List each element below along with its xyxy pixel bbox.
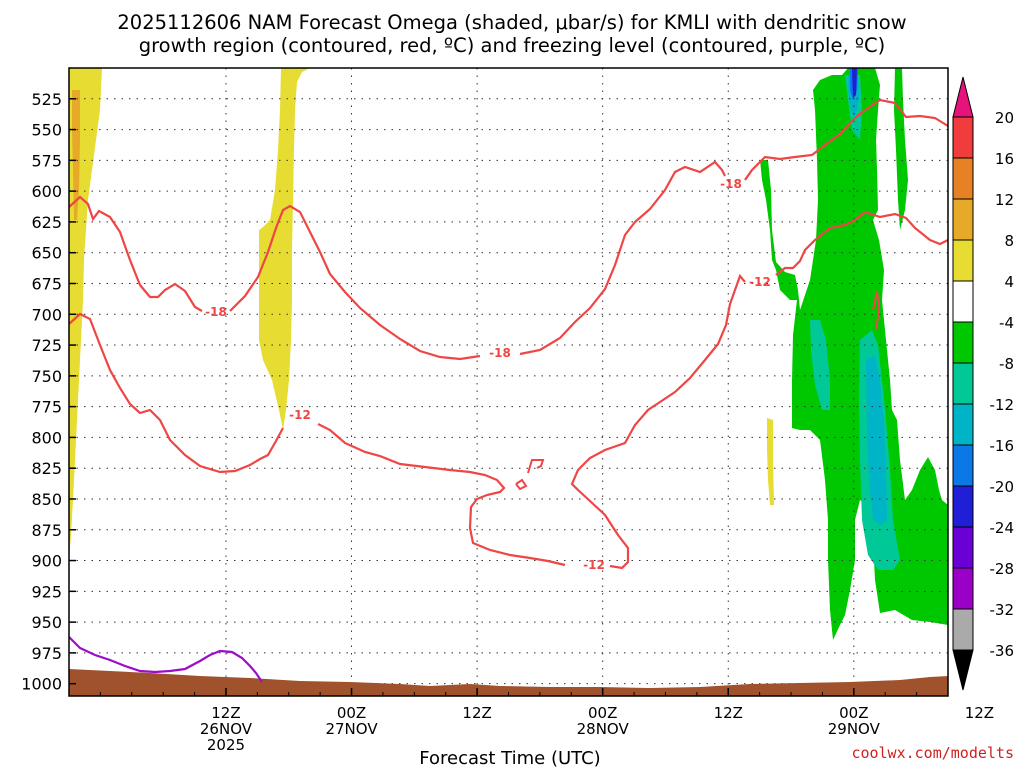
- dgz-contour-minus12-right: [775, 210, 948, 276]
- omega-negative-area-12: [866, 355, 887, 525]
- colorbar-swatch: [952, 239, 974, 282]
- y-tick-label: 750: [31, 367, 62, 386]
- y-tick-label: 775: [31, 398, 62, 417]
- x-tick-label: 29NOV: [828, 720, 881, 738]
- colorbar-label: -12: [990, 396, 1015, 414]
- colorbar-label: -36: [990, 642, 1015, 660]
- x-tick-label: 00Z: [588, 704, 617, 722]
- colorbar: -36 -32 -28 -24 -20 -16 -12 -8 -4 4 8 12 16 20: [952, 76, 1015, 691]
- colorbar-label: -8: [999, 355, 1014, 373]
- omega-positive-area-left-strong: [72, 90, 80, 220]
- dgz-contour-minus18-right: [744, 98, 948, 181]
- y-tick-label: 875: [31, 521, 62, 540]
- colorbar-label: 16: [995, 150, 1014, 168]
- y-tick-label: 925: [31, 582, 62, 601]
- y-tick-label: 825: [31, 459, 62, 478]
- colorbar-label: 8: [1004, 232, 1014, 250]
- y-tick-label: 900: [31, 552, 62, 571]
- colorbar-swatch: [952, 444, 974, 487]
- contour-label-minus12-c: -12: [749, 275, 771, 289]
- colorbar-label: 4: [1004, 273, 1014, 291]
- colorbar-swatch: [952, 526, 974, 569]
- colorbar-label: -32: [990, 601, 1015, 619]
- y-tick-label: 1000: [21, 675, 62, 694]
- freezing-level-contour: [69, 636, 263, 683]
- y-tick-label: 625: [31, 213, 62, 232]
- colorbar-swatch: [952, 198, 974, 241]
- x-tick-label: 26NOV: [200, 720, 253, 738]
- colorbar-label: -16: [990, 437, 1015, 455]
- colorbar-label: -24: [990, 519, 1015, 537]
- dgz-contour-minus18-main-2: [519, 160, 726, 356]
- contour-label-minus18-c: -18: [720, 177, 742, 191]
- contour-label-minus18-b: -18: [489, 346, 511, 360]
- y-tick-label: 575: [31, 151, 62, 170]
- colorbar-label: -4: [999, 314, 1014, 332]
- colorbar-max-arrow: [952, 76, 974, 118]
- omega-negative-area-8: [810, 320, 830, 410]
- x-tick-label: 27NOV: [325, 720, 378, 738]
- dgz-contour-minus18-left: [69, 195, 203, 312]
- colorbar-swatch: [952, 280, 974, 323]
- x-tick-label: 12Z: [211, 704, 240, 722]
- x-tick-label: 00Z: [337, 704, 366, 722]
- y-axis: 525 550 575 600 625 650 675 700 725 750 775 800 825 8…: [21, 90, 76, 694]
- y-tick-label: 525: [31, 90, 62, 109]
- colorbar-min-arrow: [952, 649, 974, 691]
- y-tick-label: 975: [31, 644, 62, 663]
- y-tick-label: 600: [31, 182, 62, 201]
- dgz-contour-minus12-main: [317, 423, 566, 567]
- colorbar-swatch: [952, 608, 974, 651]
- contour-label-minus18-a: -18: [205, 305, 227, 319]
- y-tick-label: 650: [31, 244, 62, 263]
- y-tick-label: 850: [31, 490, 62, 509]
- y-tick-label: 550: [31, 121, 62, 140]
- y-tick-label: 675: [31, 274, 62, 293]
- x-tick-label: 28NOV: [577, 720, 630, 738]
- terrain-fill: [69, 669, 948, 696]
- colorbar-label: 12: [995, 191, 1014, 209]
- colorbar-swatch: [952, 157, 974, 200]
- credit-text: coolwx.com/modelts: [851, 744, 1014, 762]
- contour-label-minus12-b: -12: [583, 558, 605, 572]
- dgz-contour-minus12-main-2: [570, 273, 746, 570]
- omega-positive-area-27nov: [259, 68, 310, 430]
- colorbar-swatch: [952, 362, 974, 405]
- omega-negative-area-20-upper: [852, 68, 857, 98]
- dgz-contour-minus18-main: [229, 204, 481, 361]
- dgz-contour-minus12-small: [527, 459, 545, 474]
- plot-area: -18 -18 -18 -12 -12 -12: [69, 68, 948, 696]
- colorbar-swatch: [952, 321, 974, 364]
- x-tick-label: 2025: [207, 736, 245, 754]
- dgz-contour-small-loop: [515, 478, 528, 491]
- y-tick-label: 800: [31, 428, 62, 447]
- colorbar-label: -20: [990, 478, 1015, 496]
- dgz-contour-spike: [872, 290, 881, 331]
- x-tick-label: 12Z: [714, 704, 743, 722]
- colorbar-swatch: [952, 116, 974, 159]
- y-tick-label: 700: [31, 305, 62, 324]
- colorbar-swatch: [952, 403, 974, 446]
- colorbar-label: 20: [995, 109, 1014, 127]
- x-axis-title: Forecast Time (UTC): [419, 748, 600, 768]
- omega-positive-area-29nov: [767, 418, 774, 505]
- colorbar-label: -28: [990, 560, 1015, 578]
- x-tick-label: 12Z: [965, 704, 994, 722]
- contour-label-minus12-a: -12: [289, 408, 311, 422]
- chart-title-line-2: growth region (contoured, red, ºC) and f…: [139, 34, 886, 57]
- y-tick-label: 950: [31, 613, 62, 632]
- omega-negative-area-4-upper: [894, 68, 908, 230]
- y-tick-label: 725: [31, 336, 62, 355]
- x-tick-label: 12Z: [462, 704, 491, 722]
- colorbar-swatch: [952, 567, 974, 610]
- colorbar-swatch: [952, 485, 974, 528]
- x-tick-label: 00Z: [839, 704, 868, 722]
- chart-title-line-1: 2025112606 NAM Forecast Omega (shaded, μ…: [117, 11, 906, 34]
- dgz-contour-minus12-left: [69, 312, 284, 474]
